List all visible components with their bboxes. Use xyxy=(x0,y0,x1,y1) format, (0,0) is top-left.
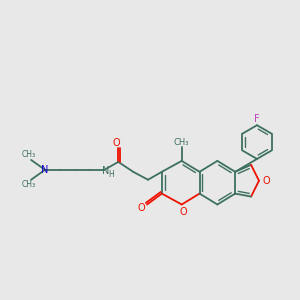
Text: CH₃: CH₃ xyxy=(22,180,36,189)
Text: O: O xyxy=(137,203,145,214)
Text: CH₃: CH₃ xyxy=(174,138,190,147)
Text: F: F xyxy=(254,114,260,124)
Text: H: H xyxy=(109,170,114,179)
Text: N: N xyxy=(102,166,109,176)
Text: O: O xyxy=(262,176,270,186)
Text: O: O xyxy=(112,138,120,148)
Text: CH₃: CH₃ xyxy=(22,151,36,160)
Text: N: N xyxy=(41,165,49,175)
Text: O: O xyxy=(180,207,188,218)
